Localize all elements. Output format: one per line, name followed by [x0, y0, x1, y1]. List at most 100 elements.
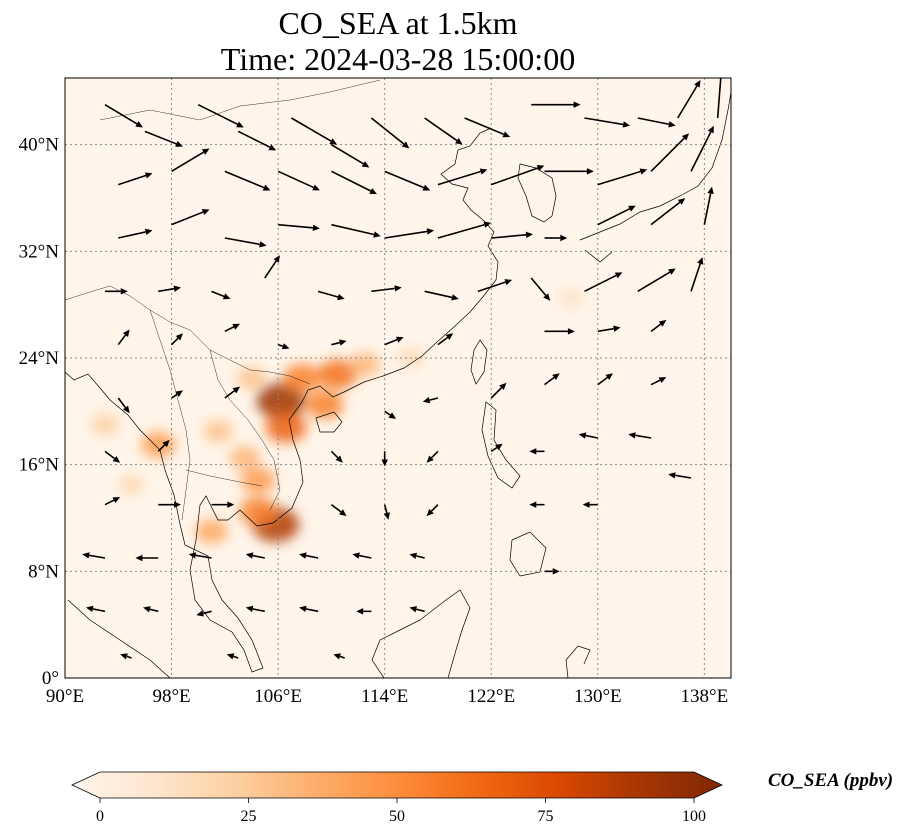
- wind-arrow: [317, 290, 345, 301]
- longitude-tick-label: 138°E: [681, 686, 729, 707]
- coastline-sulawesi: [565, 645, 591, 678]
- colorbar-ticks: 0 25 50 75 100: [96, 798, 706, 825]
- wind-arrow: [531, 101, 581, 108]
- wind-arrow: [409, 552, 425, 560]
- colorbar-tick-label: 75: [538, 808, 554, 825]
- co-hotspot: [236, 366, 267, 390]
- border-line: [99, 79, 381, 121]
- co-hotspot: [256, 382, 306, 419]
- wind-arrow: [330, 450, 343, 463]
- wind-arrow: [424, 290, 459, 301]
- wind-arrow: [330, 504, 347, 517]
- wind-arrow: [650, 377, 667, 386]
- wind-arrow: [197, 103, 244, 128]
- longitude-tick-label: 90°E: [46, 686, 84, 707]
- wind-arrow: [544, 568, 560, 575]
- latitude-axis: 0° 8°N 16°N 24°N 32°N 40°N: [19, 135, 60, 689]
- wind-arrow: [437, 333, 454, 346]
- wind-arrow: [650, 319, 667, 332]
- latitude-tick-label: 24°N: [19, 348, 60, 369]
- wind-arrow: [330, 143, 370, 168]
- wind-arrow: [650, 198, 686, 226]
- wind-arrow: [544, 328, 575, 335]
- wind-arrow: [703, 186, 714, 225]
- wind-arrow: [291, 117, 338, 145]
- colorbar-tick-label: 0: [96, 808, 104, 825]
- wind-arrow: [529, 448, 545, 455]
- wind-arrow: [104, 288, 128, 295]
- wind-arrow: [264, 255, 280, 279]
- wind-arrow: [237, 130, 277, 151]
- co-hotspot: [141, 431, 176, 458]
- wind-vector-field: [82, 78, 722, 660]
- wind-arrow: [491, 231, 534, 239]
- co-hotspot: [265, 412, 307, 443]
- coastline-mainland: [65, 127, 499, 673]
- wind-arrow: [85, 605, 106, 613]
- wind-arrow: [117, 397, 130, 414]
- co-hotspot: [558, 288, 584, 308]
- wind-arrow: [490, 165, 545, 186]
- wind-arrow: [628, 432, 652, 439]
- map-background: [65, 78, 731, 678]
- wind-arrow: [226, 653, 239, 660]
- coastline-sumatra: [67, 599, 171, 678]
- coastline-korea: [517, 163, 557, 223]
- gridlines: [65, 78, 731, 678]
- co-hotspot: [318, 359, 358, 389]
- wind-arrow: [584, 117, 631, 128]
- co-hotspot: [118, 474, 145, 495]
- co-hotspot: [90, 413, 119, 436]
- co-hotspot: [349, 352, 381, 377]
- wind-arrow: [637, 117, 676, 128]
- coastline-mindanao: [509, 531, 547, 577]
- wind-arrow: [677, 80, 701, 119]
- wind-arrow: [597, 205, 636, 226]
- coastlines: [65, 91, 731, 678]
- country-borders: [65, 79, 381, 521]
- wind-arrow: [690, 257, 704, 292]
- longitude-tick-label: 106°E: [254, 686, 302, 707]
- wind-arrow: [224, 386, 241, 399]
- co-concentration-field: [90, 288, 584, 544]
- wind-arrow: [188, 552, 212, 559]
- longitude-axis: 90°E 98°E 106°E 114°E 122°E 130°E 138°E: [46, 686, 728, 707]
- wind-arrow: [171, 209, 210, 226]
- wind-arrow: [597, 168, 648, 186]
- wind-arrow: [171, 148, 210, 173]
- wind-arrow: [211, 501, 235, 508]
- wind-arrow: [117, 329, 130, 346]
- map-title-variable: CO_SEA at 1.5km: [278, 5, 518, 41]
- wind-arrow: [384, 170, 431, 191]
- wind-arrow: [650, 133, 690, 172]
- wind-arrow: [422, 396, 439, 404]
- wind-arrow: [352, 552, 372, 559]
- wind-arrow: [158, 285, 182, 293]
- wind-arrow: [544, 234, 568, 242]
- co-hotspot: [239, 497, 277, 526]
- wind-arrow: [158, 501, 182, 508]
- wind-arrow: [135, 554, 159, 562]
- co-hotspot: [195, 518, 228, 544]
- wind-arrow: [277, 170, 320, 191]
- wind-arrow: [584, 272, 623, 293]
- wind-arrow: [384, 228, 435, 239]
- coastline-japan: [579, 91, 731, 263]
- wind-arrow: [299, 552, 319, 559]
- wind-arrow: [544, 168, 594, 175]
- colorbar-tick-label: 100: [682, 808, 706, 825]
- wind-arrow: [530, 277, 551, 301]
- wind-arrow: [211, 290, 231, 300]
- colorbar-tick-label: 25: [241, 808, 257, 825]
- wind-arrow: [597, 325, 621, 333]
- wind-arrow: [424, 117, 463, 145]
- wind-arrow: [157, 439, 170, 452]
- wind-arrow: [299, 605, 319, 613]
- coastline-taiwan: [470, 339, 488, 385]
- wind-arrow: [437, 168, 488, 186]
- wind-arrow: [690, 125, 714, 172]
- wind-arrow: [82, 552, 106, 559]
- wind-arrow: [371, 285, 402, 293]
- wind-arrow: [597, 373, 613, 386]
